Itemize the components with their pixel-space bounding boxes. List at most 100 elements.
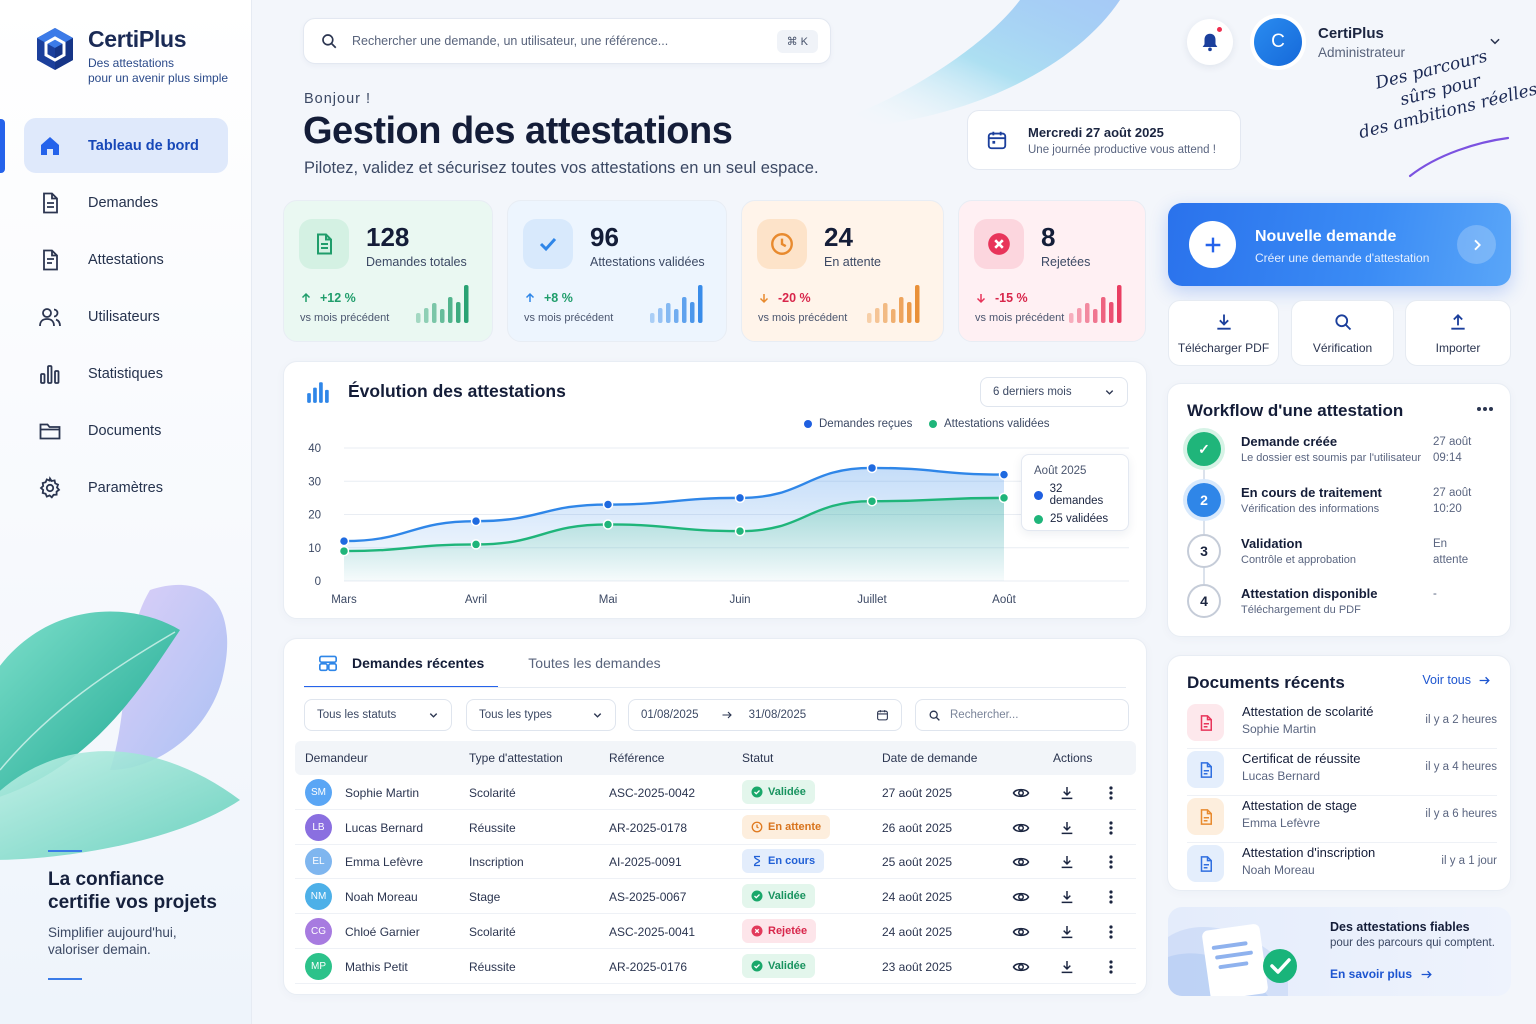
data-point[interactable] <box>338 545 350 557</box>
gear-icon <box>39 475 61 499</box>
data-point[interactable] <box>998 492 1010 504</box>
document-title: Certificat de réussite <box>1242 751 1361 766</box>
column-header[interactable]: Demandeur <box>305 751 368 765</box>
data-point[interactable] <box>338 535 350 547</box>
data-point[interactable] <box>998 469 1010 480</box>
global-search[interactable]: ⌘ K <box>303 18 831 64</box>
view-button[interactable] <box>1011 783 1031 803</box>
type-filter[interactable]: Tous les types <box>466 699 616 731</box>
search-input[interactable] <box>352 34 777 48</box>
column-header[interactable]: Référence <box>609 751 665 765</box>
verification-button[interactable]: Vérification <box>1291 300 1394 366</box>
sparkline-bar <box>440 309 445 323</box>
learn-more-link[interactable]: En savoir plus <box>1330 967 1433 981</box>
check-circle-icon <box>751 960 763 972</box>
table-row[interactable]: EL Emma Lefèvre Inscription AI-2025-0091… <box>295 844 1136 879</box>
see-all-link[interactable]: Voir tous <box>1422 673 1491 687</box>
sidebar-item-statistics[interactable]: Statistiques <box>24 346 228 401</box>
new-request-button[interactable]: Nouvelle demande Créer une demande d'att… <box>1168 203 1511 286</box>
status-label: Rejetée <box>768 925 808 937</box>
stat-pending[interactable]: 24 En attente -20 % vs mois précédent <box>741 200 944 342</box>
row-menu-button[interactable] <box>1101 852 1121 872</box>
sidebar-item-dashboard[interactable]: Tableau de bord <box>24 118 228 173</box>
stat-rejected[interactable]: 8 Rejetées -15 % vs mois précédent <box>958 200 1146 342</box>
tooltip-row: 32 demandes <box>1034 483 1116 507</box>
brand-tagline: Des attestations pour un avenir plus simp… <box>88 56 229 85</box>
notifications-button[interactable] <box>1187 19 1233 65</box>
stat-total-requests[interactable]: 128 Demandes totales +12 % vs mois précé… <box>283 200 493 342</box>
step-subtitle: Téléchargement du PDF <box>1241 604 1361 616</box>
table-row[interactable]: CG Chloé Garnier Scolarité ASC-2025-0041… <box>295 914 1136 949</box>
document-item[interactable]: Attestation d'inscription Noah Moreau il… <box>1187 843 1497 890</box>
download-button[interactable] <box>1057 852 1077 872</box>
view-button[interactable] <box>1011 887 1031 907</box>
view-button[interactable] <box>1011 852 1031 872</box>
leaf-illustration <box>0 584 240 860</box>
document-item[interactable]: Attestation de scolarité Sophie Martin i… <box>1187 702 1497 749</box>
avatar: LB <box>305 814 332 841</box>
view-button[interactable] <box>1011 818 1031 838</box>
chart-card: Évolution des attestations 6 derniers mo… <box>283 361 1147 619</box>
active-indicator <box>0 119 5 173</box>
x-tick-label: Juillet <box>857 594 887 606</box>
column-header[interactable]: Statut <box>742 751 774 765</box>
tab-all-requests[interactable]: Toutes les demandes <box>514 639 674 687</box>
promo-card[interactable]: Des attestations fiables pour des parcou… <box>1168 907 1511 996</box>
more-options-icon[interactable] <box>1476 406 1494 412</box>
request-date: 27 août 2025 <box>882 786 953 800</box>
tab-recent-requests[interactable]: Demandes récentes <box>304 639 499 688</box>
status-filter[interactable]: Tous les statuts <box>304 699 452 731</box>
table-row[interactable]: LB Lucas Bernard Réussite AR-2025-0178 E… <box>295 810 1136 845</box>
learn-more-label: En savoir plus <box>1330 967 1413 981</box>
download-button[interactable] <box>1057 887 1077 907</box>
data-point[interactable] <box>866 495 878 507</box>
row-menu-button[interactable] <box>1101 887 1121 907</box>
document-item[interactable]: Certificat de réussite Lucas Bernard il … <box>1187 749 1497 796</box>
sidebar-item-requests[interactable]: Demandes <box>24 175 228 230</box>
date-range-picker[interactable]: 01/08/2025 31/08/2025 <box>628 699 902 731</box>
sidebar-item-attestations[interactable]: Attestations <box>24 232 228 287</box>
column-header[interactable]: Date de demande <box>882 751 978 765</box>
data-point[interactable] <box>470 539 482 550</box>
column-header[interactable]: Type d'attestation <box>469 751 563 765</box>
download-button[interactable] <box>1057 922 1077 942</box>
table-row[interactable]: SM Sophie Martin Scolarité ASC-2025-0042… <box>295 775 1136 810</box>
view-button[interactable] <box>1011 957 1031 977</box>
trust-title: La confiance certifie vos projets <box>48 869 217 913</box>
sidebar-item-settings[interactable]: Paramètres <box>24 460 228 515</box>
download-button[interactable] <box>1057 818 1077 838</box>
brand[interactable]: CertiPlus Des attestations pour un avenir… <box>34 26 228 86</box>
view-button[interactable] <box>1011 922 1031 942</box>
table-search[interactable]: Rechercher... <box>915 699 1129 731</box>
sidebar-item-documents[interactable]: Documents <box>24 403 228 458</box>
y-tick-label: 0 <box>315 576 321 588</box>
stat-validated[interactable]: 96 Attestations validées +8 % vs mois pr… <box>507 200 727 342</box>
table-row[interactable]: MP Mathis Petit Réussite AR-2025-0176 Va… <box>295 949 1136 984</box>
data-point[interactable] <box>734 492 746 504</box>
avatar: SM <box>305 779 332 806</box>
download-button[interactable] <box>1057 957 1077 977</box>
data-point[interactable] <box>866 462 878 474</box>
table-row[interactable]: NM Noah Moreau Stage AS-2025-0067 Validé… <box>295 879 1136 914</box>
data-point[interactable] <box>470 515 482 527</box>
row-menu-button[interactable] <box>1101 922 1121 942</box>
data-point[interactable] <box>602 519 614 530</box>
row-menu-button[interactable] <box>1101 957 1121 977</box>
data-point[interactable] <box>734 525 746 537</box>
status-badge: Validée <box>742 780 815 804</box>
user-menu[interactable]: C CertiPlus Administrateur <box>1254 14 1510 70</box>
row-menu-button[interactable] <box>1101 818 1121 838</box>
document-item[interactable]: Attestation de stage Emma Lefèvre il y a… <box>1187 796 1497 843</box>
import-button[interactable]: Importer <box>1405 300 1511 366</box>
period-select[interactable]: 6 derniers mois <box>980 377 1128 407</box>
document-check-illustration <box>1168 924 1297 996</box>
data-point[interactable] <box>602 499 614 510</box>
download-pdf-button[interactable]: Télécharger PDF <box>1168 300 1279 366</box>
sparkline-bar <box>432 303 437 323</box>
download-button[interactable] <box>1057 783 1077 803</box>
sidebar-item-users[interactable]: Utilisateurs <box>24 289 228 344</box>
sparkline-bar <box>682 297 687 323</box>
row-menu-button[interactable] <box>1101 783 1121 803</box>
folder-icon <box>39 423 61 439</box>
request-date: 24 août 2025 <box>882 925 953 939</box>
